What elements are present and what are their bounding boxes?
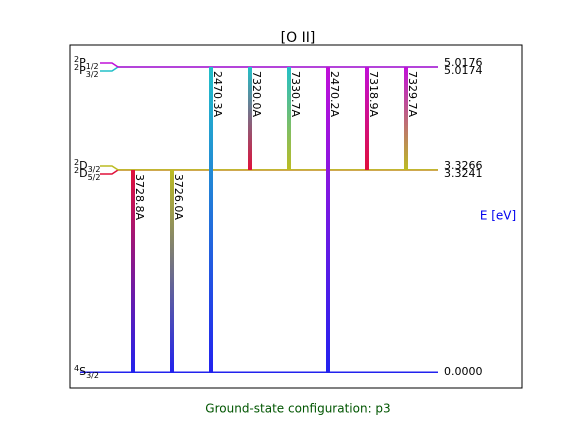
transition-label: 2470.3A — [211, 71, 224, 117]
term-j: 3/2 — [86, 371, 99, 380]
term-letter: P — [79, 64, 86, 77]
term-multiplicity: 2 — [74, 157, 79, 166]
transition-label: 7318.9A — [367, 71, 380, 117]
level-term: 2D5/2 — [74, 165, 100, 181]
level-connector — [100, 62, 119, 68]
level-energy: 5.0176 — [444, 56, 483, 69]
level-term: 2P3/2 — [74, 63, 99, 79]
level-term: 2P1/2 — [74, 55, 99, 71]
term-j: 3/2 — [86, 70, 99, 79]
level-term: 4S3/2 — [74, 364, 99, 380]
transition-label: 2470.2A — [328, 71, 341, 117]
level-connector — [100, 169, 119, 175]
transition-label: 7330.7A — [289, 71, 302, 117]
term-multiplicity: 4 — [74, 364, 79, 373]
term-multiplicity: 2 — [74, 165, 79, 174]
transition-label: 3728.8A — [133, 174, 146, 220]
level-connector — [100, 66, 119, 72]
level-energy: 3.3266 — [444, 159, 483, 172]
transition-label: 3726.0A — [172, 174, 185, 220]
term-letter: D — [79, 159, 87, 172]
term-letter: S — [79, 365, 86, 378]
term-multiplicity: 2 — [74, 63, 79, 72]
level-term: 2D3/2 — [74, 157, 100, 173]
axis-label: E [eV] — [480, 209, 516, 223]
term-j: 1/2 — [86, 62, 99, 71]
level-energy: 3.3241 — [444, 167, 483, 180]
level-energy: 5.0174 — [444, 64, 483, 77]
chart-title: [O II] — [281, 30, 316, 46]
transition-label: 7320.0A — [250, 71, 263, 117]
level-energy: 0.0000 — [444, 365, 483, 378]
term-multiplicity: 2 — [74, 55, 79, 64]
term-letter: D — [79, 167, 87, 180]
plot-frame — [69, 44, 523, 389]
term-j: 3/2 — [88, 164, 101, 173]
term-letter: P — [79, 56, 86, 69]
level-connector — [100, 165, 119, 171]
footer: Ground-state configuration: p3 — [205, 402, 390, 416]
term-j: 5/2 — [88, 172, 101, 181]
transition-label: 7329.7A — [406, 71, 419, 117]
